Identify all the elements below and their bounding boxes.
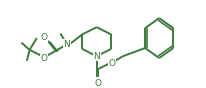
Text: O: O bbox=[41, 33, 48, 42]
Text: O: O bbox=[41, 54, 48, 62]
Text: N: N bbox=[93, 52, 100, 61]
Text: O: O bbox=[94, 79, 101, 88]
Text: O: O bbox=[109, 59, 116, 68]
Text: N: N bbox=[63, 40, 70, 49]
